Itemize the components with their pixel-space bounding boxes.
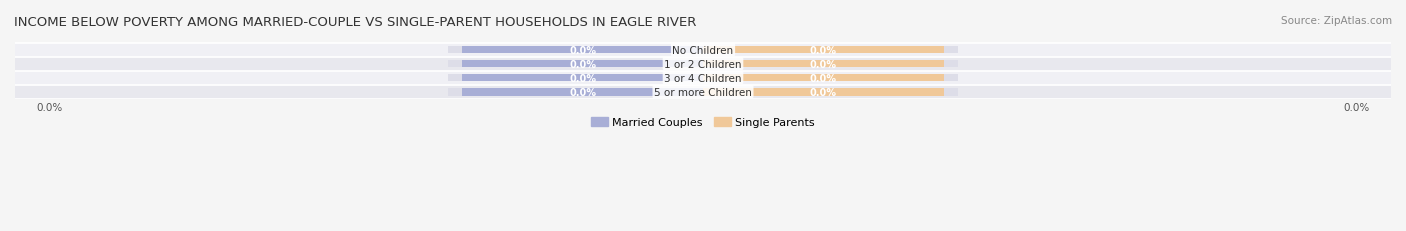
Text: 0.0%: 0.0% xyxy=(810,87,837,97)
Text: Source: ZipAtlas.com: Source: ZipAtlas.com xyxy=(1281,16,1392,26)
Text: 5 or more Children: 5 or more Children xyxy=(654,87,752,97)
Text: 3 or 4 Children: 3 or 4 Children xyxy=(664,73,742,83)
Text: 0.0%: 0.0% xyxy=(569,87,596,97)
Bar xyxy=(463,88,703,96)
Text: 1 or 2 Children: 1 or 2 Children xyxy=(664,59,742,69)
Text: 0.0%: 0.0% xyxy=(569,73,596,83)
Bar xyxy=(703,88,943,96)
Bar xyxy=(703,74,943,82)
Bar xyxy=(449,88,957,96)
Text: 0.0%: 0.0% xyxy=(810,45,837,55)
Text: No Children: No Children xyxy=(672,45,734,55)
Bar xyxy=(703,61,943,68)
Text: 0.0%: 0.0% xyxy=(810,59,837,69)
Bar xyxy=(449,74,957,82)
Bar xyxy=(703,46,943,54)
Legend: Married Couples, Single Parents: Married Couples, Single Parents xyxy=(592,117,814,128)
Bar xyxy=(449,46,957,54)
Bar xyxy=(0,57,1406,71)
Text: 0.0%: 0.0% xyxy=(810,73,837,83)
Text: INCOME BELOW POVERTY AMONG MARRIED-COUPLE VS SINGLE-PARENT HOUSEHOLDS IN EAGLE R: INCOME BELOW POVERTY AMONG MARRIED-COUPL… xyxy=(14,16,696,29)
Bar xyxy=(449,61,957,68)
Bar xyxy=(463,74,703,82)
Bar xyxy=(0,71,1406,85)
Bar xyxy=(0,85,1406,99)
Bar xyxy=(463,46,703,54)
Bar xyxy=(0,43,1406,57)
Text: 0.0%: 0.0% xyxy=(569,59,596,69)
Bar xyxy=(463,61,703,68)
Text: 0.0%: 0.0% xyxy=(569,45,596,55)
